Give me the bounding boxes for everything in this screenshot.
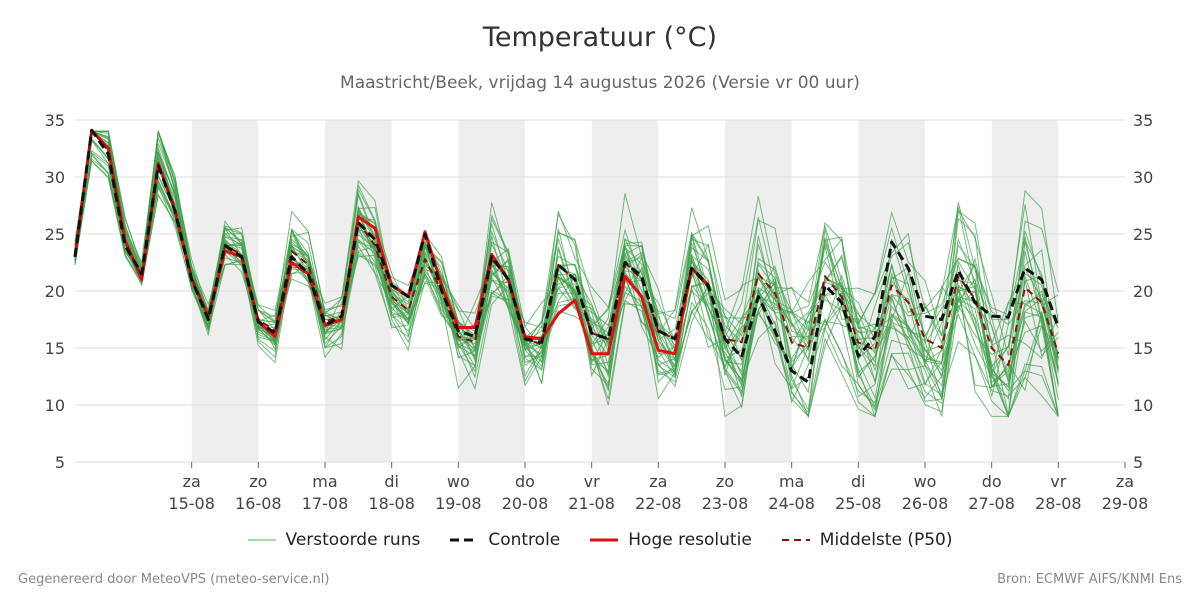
x-tick-day: za bbox=[1116, 472, 1134, 491]
x-tick-date: 25-08 bbox=[835, 494, 882, 513]
y-tick-label-right: 20 bbox=[1133, 282, 1153, 301]
ensemble-run-line bbox=[74, 130, 1059, 417]
x-tick-day: za bbox=[649, 472, 667, 491]
x-tick-day: vr bbox=[1050, 472, 1066, 491]
legend-label-median: Middelste (P50) bbox=[819, 530, 953, 550]
y-tick-label-left: 5 bbox=[55, 453, 65, 472]
chart-title: Temperatuur (°C) bbox=[482, 22, 718, 53]
legend-item-median: Middelste (P50) bbox=[781, 530, 953, 550]
ensemble-run-line bbox=[74, 160, 1059, 389]
x-tick-day: do bbox=[515, 472, 535, 491]
x-tick-date: 24-08 bbox=[768, 494, 815, 513]
legend-item-hires: Hoge resolutie bbox=[590, 530, 752, 550]
ensemble-run-line bbox=[74, 130, 1059, 368]
y-tick-label-left: 25 bbox=[45, 225, 65, 244]
x-tick-day: zo bbox=[716, 472, 734, 491]
legend-label-hires: Hoge resolutie bbox=[628, 530, 752, 550]
footer-source: Bron: ECMWF AIFS/KNMI Ens bbox=[997, 572, 1182, 587]
temperature-chart: 5 5 10 10 15 15 20 20 25 25 30 30 35 35 za 15-08 zo 16-08… bbox=[45, 111, 1154, 513]
ensemble-run-line bbox=[74, 130, 1059, 360]
y-tick-label-left: 35 bbox=[45, 111, 65, 130]
chart-subtitle: Maastricht/Beek, vrijdag 14 augustus 202… bbox=[340, 73, 860, 93]
legend: Verstoorde runs Controle Hoge resolutie … bbox=[0, 530, 1200, 550]
x-tick-date: 21-08 bbox=[568, 494, 615, 513]
y-tick-label-left: 20 bbox=[45, 282, 65, 301]
y-tick-label-left: 10 bbox=[45, 396, 65, 415]
x-tick-day: zo bbox=[249, 472, 267, 491]
legend-item-control: Controle bbox=[450, 530, 560, 550]
x-tick-date: 16-08 bbox=[235, 494, 282, 513]
ensemble-run-line bbox=[74, 137, 1059, 388]
ensemble-run-line bbox=[74, 130, 1059, 376]
legend-swatch-median bbox=[781, 539, 810, 541]
x-tick-date: 19-08 bbox=[435, 494, 482, 513]
legend-swatch-ensemble bbox=[247, 539, 276, 541]
y-tick-label-right: 30 bbox=[1133, 168, 1153, 187]
x-tick-date: 22-08 bbox=[635, 494, 682, 513]
x-tick-date: 15-08 bbox=[168, 494, 215, 513]
x-tick-date: 18-08 bbox=[368, 494, 415, 513]
x-tick-date: 20-08 bbox=[502, 494, 549, 513]
x-tick-date: 26-08 bbox=[902, 494, 949, 513]
control-line bbox=[73, 128, 1060, 384]
y-tick-label-right: 5 bbox=[1133, 453, 1143, 472]
x-tick-day: vr bbox=[584, 472, 600, 491]
x-tick-day: wo bbox=[914, 472, 937, 491]
y-tick-label-right: 10 bbox=[1133, 396, 1153, 415]
x-tick-date: 17-08 bbox=[302, 494, 349, 513]
ensemble-run-line bbox=[74, 159, 1059, 414]
x-tick-day: do bbox=[982, 472, 1002, 491]
footer-generator: Gegenereerd door MeteoVPS (meteo-service… bbox=[18, 572, 330, 587]
y-tick-label-right: 15 bbox=[1133, 339, 1153, 358]
y-tick-label-right: 35 bbox=[1133, 111, 1153, 130]
legend-swatch-hires bbox=[590, 538, 619, 542]
median-line bbox=[74, 129, 1060, 367]
ensemble-run-line bbox=[74, 130, 1059, 419]
y-tick-label-left: 30 bbox=[45, 168, 65, 187]
y-tick-label-left: 15 bbox=[45, 339, 65, 358]
x-tick-date: 27-08 bbox=[968, 494, 1015, 513]
legend-label-ensemble: Verstoorde runs bbox=[285, 530, 421, 550]
x-tick-date: 23-08 bbox=[702, 494, 749, 513]
ensemble-run-line bbox=[74, 130, 1059, 344]
x-tick-date: 28-08 bbox=[1035, 494, 1082, 513]
x-tick-day: ma bbox=[779, 472, 804, 491]
x-tick-day: di bbox=[851, 472, 866, 491]
y-tick-label-right: 25 bbox=[1133, 225, 1153, 244]
x-tick-day: wo bbox=[447, 472, 470, 491]
x-tick-day: di bbox=[384, 472, 399, 491]
x-tick-day: za bbox=[183, 472, 201, 491]
legend-item-ensemble: Verstoorde runs bbox=[247, 530, 421, 550]
legend-swatch-control bbox=[450, 538, 479, 542]
legend-label-control: Controle bbox=[488, 530, 561, 550]
x-tick-day: ma bbox=[312, 472, 337, 491]
x-tick-date: 29-08 bbox=[1102, 494, 1149, 513]
